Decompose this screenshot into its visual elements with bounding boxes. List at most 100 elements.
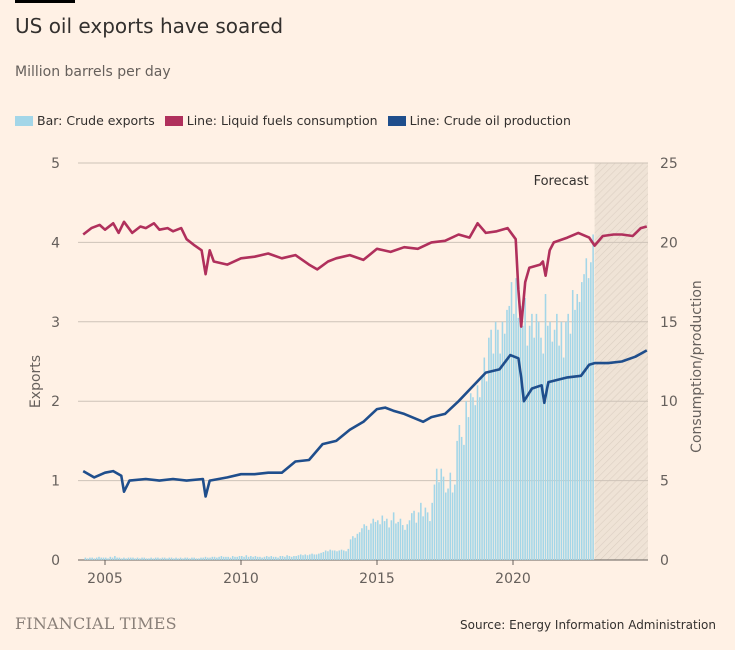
export-bar: [252, 556, 254, 560]
export-bar: [528, 325, 531, 560]
x-tick-label: 2015: [359, 571, 395, 587]
export-bar: [191, 557, 193, 560]
export-bar: [408, 520, 411, 560]
export-bar: [270, 556, 273, 560]
x-tick-label: 2005: [87, 571, 123, 587]
right-tick-label: 0: [660, 553, 669, 569]
export-bar: [354, 537, 356, 560]
export-bar: [245, 555, 248, 560]
export-bar: [132, 557, 134, 560]
export-bar: [574, 309, 576, 560]
export-bar: [256, 556, 259, 560]
export-bar: [481, 377, 483, 560]
export-bar: [125, 558, 127, 560]
export-bar: [578, 301, 581, 560]
right-tick-label: 15: [660, 315, 678, 331]
export-bar: [302, 555, 304, 560]
export-bar: [250, 556, 252, 560]
export-bar: [485, 381, 488, 560]
export-bar: [202, 557, 205, 560]
export-bar: [324, 550, 327, 560]
left-tick-label: 5: [51, 156, 60, 172]
right-tick-label: 10: [660, 394, 678, 410]
export-bar: [533, 337, 535, 560]
chart-plot: Forecast 0 1 2 3 4 5 0 5 10 15 20 25 2005 2010 2015 202…: [28, 156, 705, 587]
export-bar: [381, 515, 384, 560]
consumption-line: [82, 220, 648, 328]
export-bar: [494, 321, 497, 560]
export-bar: [377, 520, 379, 560]
export-bar: [93, 558, 96, 560]
export-bar: [576, 294, 579, 560]
export-bar: [499, 353, 501, 560]
export-bar: [463, 444, 465, 560]
export-bar: [395, 523, 397, 560]
export-bar: [284, 556, 286, 560]
export-bar: [238, 556, 241, 560]
export-bar: [161, 557, 164, 560]
export-bar: [272, 556, 275, 560]
x-tick-label: 2010: [223, 571, 259, 587]
export-bar: [386, 518, 388, 560]
export-bar: [136, 557, 139, 560]
export-bar: [295, 556, 297, 560]
export-bar: [562, 357, 565, 560]
export-bar: [522, 325, 524, 560]
export-bar: [336, 551, 338, 560]
export-bar: [91, 557, 93, 560]
left-tick-label: 1: [51, 474, 60, 490]
export-bar: [293, 556, 295, 560]
export-bar: [129, 557, 132, 560]
brand-bar: [15, 0, 75, 3]
legend-item-production: Line: Crude oil production: [387, 113, 571, 128]
export-bar: [213, 556, 216, 560]
export-bar: [442, 476, 445, 560]
export-bar: [513, 313, 515, 560]
export-bar: [352, 536, 354, 560]
export-bar: [195, 558, 198, 560]
export-bar: [411, 513, 413, 560]
legend-label: Line: Liquid fuels consumption: [186, 113, 378, 128]
export-bar: [426, 512, 429, 560]
export-bar: [506, 309, 508, 560]
export-bar: [216, 557, 218, 560]
export-bar: [399, 518, 402, 560]
export-bar: [392, 512, 395, 560]
export-bar: [358, 532, 361, 560]
export-bar: [175, 557, 177, 560]
export-bar: [179, 557, 182, 560]
export-bar: [583, 274, 585, 560]
export-bar: [547, 325, 549, 560]
export-bar: [182, 558, 184, 560]
export-bar: [372, 518, 375, 560]
export-bar: [397, 521, 399, 560]
export-bar: [275, 556, 277, 560]
export-bar: [474, 405, 477, 560]
export-bar: [567, 313, 569, 560]
export-bar: [406, 524, 409, 560]
legend-label: Line: Crude oil production: [409, 113, 571, 128]
left-tick-label: 3: [51, 315, 60, 331]
export-bar: [440, 468, 443, 560]
export-bar: [118, 557, 121, 560]
export-bar: [340, 549, 343, 560]
export-bar: [268, 556, 270, 560]
export-bar: [247, 556, 250, 560]
export-bar: [517, 317, 520, 560]
forecast-label: Forecast: [534, 174, 589, 189]
export-bar: [197, 558, 200, 560]
legend-item-consumption: Line: Liquid fuels consumption: [164, 113, 378, 128]
export-bar: [445, 492, 447, 560]
export-bar: [415, 522, 418, 560]
export-bar: [105, 557, 107, 560]
source-note: Source: Energy Information Administratio…: [460, 618, 716, 632]
export-bar: [510, 282, 513, 560]
export-bar: [327, 551, 329, 560]
export-bar: [472, 397, 474, 560]
left-tick-label: 0: [51, 553, 60, 569]
export-bar: [193, 557, 195, 560]
export-bar: [508, 305, 511, 560]
export-bar: [531, 313, 533, 560]
export-bar: [542, 353, 545, 560]
export-bar: [222, 556, 225, 560]
